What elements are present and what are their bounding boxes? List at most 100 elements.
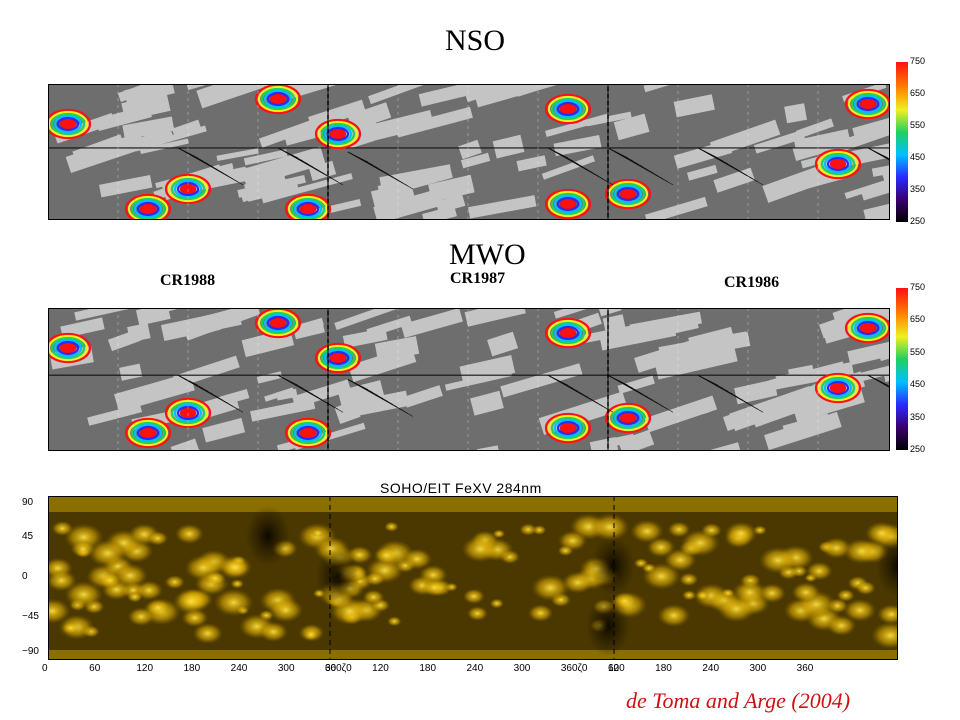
nso-open-field-patch [481, 84, 529, 97]
mwo-contour [124, 417, 172, 449]
mwo-colorbar [896, 288, 908, 450]
mwo-contour [610, 406, 646, 430]
eit-y-tick: −45 [22, 611, 39, 622]
mwo-open-field-patch [876, 338, 890, 362]
mwo-contour [257, 309, 299, 337]
mwo-open-field-patch [553, 308, 616, 319]
nso-contour [50, 112, 86, 136]
mwo-open-field-patch [219, 389, 250, 406]
nso-open-field-patch [795, 118, 834, 139]
mwo-contour [48, 332, 92, 364]
nso-contour [133, 199, 163, 219]
mwo-open-field-patch [729, 386, 815, 432]
nso-open-field-patch [237, 175, 306, 198]
eit-active-region [758, 546, 798, 574]
eit-active-region [489, 598, 504, 609]
nso-open-field-patch [308, 99, 366, 130]
nso-contour [613, 184, 643, 204]
eit-active-region [127, 591, 143, 603]
mwo-open-field-patch [173, 355, 240, 388]
nso-open-field-patch [643, 84, 682, 93]
nso-open-field-patch [241, 146, 326, 187]
eit-title: SOHO/EIT FeXV 284nm [380, 480, 542, 496]
eit-active-region [855, 580, 876, 595]
nso-open-field-patch [613, 113, 650, 141]
nso-contour [826, 156, 850, 172]
nso-open-field-patch [286, 84, 341, 99]
mwo-open-field-patch [476, 445, 500, 451]
nso-contour [53, 114, 83, 134]
eit-coronal-hole [876, 536, 898, 596]
mwo-contour [856, 320, 880, 336]
nso-contour [544, 188, 592, 220]
nso-colorbar-tick: 350 [910, 184, 926, 194]
eit-y-tick: 90 [22, 497, 34, 508]
nso-contour [847, 90, 889, 118]
eit-active-region [843, 598, 877, 622]
mwo-contour [320, 346, 356, 370]
mwo-open-field-patch [334, 308, 401, 331]
mwo-field-line [697, 374, 764, 413]
mwo-contour [823, 378, 853, 398]
nso-contour [550, 97, 586, 121]
nso-open-field-patch [122, 116, 175, 140]
nso-field-line [607, 147, 674, 186]
mwo-contour [814, 372, 862, 404]
mwo-open-field-patch [599, 308, 622, 317]
nso-contour [263, 89, 293, 109]
nso-open-field-patch [553, 134, 602, 157]
eit-active-region [836, 589, 855, 602]
nso-open-field-patch [844, 178, 890, 200]
eit-active-region [681, 529, 720, 557]
nso-contour [266, 91, 290, 107]
nso-open-field-patch [99, 174, 153, 198]
nso-hole-core [140, 204, 156, 214]
mwo-open-field-patch [655, 346, 738, 380]
mwo-colorbar-tick: 750 [910, 282, 926, 292]
eit-active-region [70, 540, 96, 558]
nso-hole-core [560, 199, 576, 209]
eit-x-tick: 360 [796, 663, 814, 674]
eit-x-tick: 300 [513, 663, 531, 674]
nso-open-field-patch [243, 149, 288, 166]
mwo-hole-core [270, 318, 286, 328]
nso-colorbar-tick: 250 [910, 216, 926, 226]
nso-open-field-patch [95, 105, 152, 131]
nso-contour [124, 193, 172, 220]
eit-active-region [826, 615, 857, 636]
mwo-open-field-patch [87, 403, 143, 426]
nso-frame [48, 84, 890, 220]
eit-active-region [311, 528, 325, 538]
mwo-field-line [607, 374, 674, 413]
eit-x-tick: 240 [702, 663, 720, 674]
eit-x-tick: 0 [42, 663, 48, 674]
mwo-contour [556, 325, 580, 341]
eit-x-tick: 300 [749, 663, 767, 674]
nso-contour [604, 178, 652, 210]
nso-contour [610, 182, 646, 206]
mwo-field-line [177, 374, 244, 413]
mwo-field-line [867, 374, 890, 389]
eit-x-tick: 180 [655, 663, 672, 674]
eit-active-region [466, 606, 488, 621]
eit-active-region [258, 621, 288, 642]
mwo-hole-core [860, 323, 876, 333]
mwo-open-field-patch [152, 308, 227, 316]
eit-active-region [421, 578, 448, 597]
eit-active-region [112, 563, 148, 588]
mwo-open-field-patch [292, 379, 352, 408]
nso-open-field-patch [458, 139, 482, 160]
eit-coronal-hole [316, 546, 360, 606]
mwo-contour [553, 418, 583, 438]
nso-open-field-patch [368, 84, 424, 105]
nso-open-field-patch [468, 195, 537, 219]
eit-x-tick: 240 [230, 663, 248, 674]
eit-active-region [562, 571, 594, 594]
eit-polar-band [48, 650, 898, 660]
eit-active-region [230, 579, 245, 589]
mwo-open-field-patch [202, 417, 246, 443]
mwo-hole-core [140, 428, 156, 438]
nso-open-field-patch [673, 94, 715, 118]
nso-field-line [867, 147, 890, 161]
nso-open-field-patch [287, 173, 353, 197]
